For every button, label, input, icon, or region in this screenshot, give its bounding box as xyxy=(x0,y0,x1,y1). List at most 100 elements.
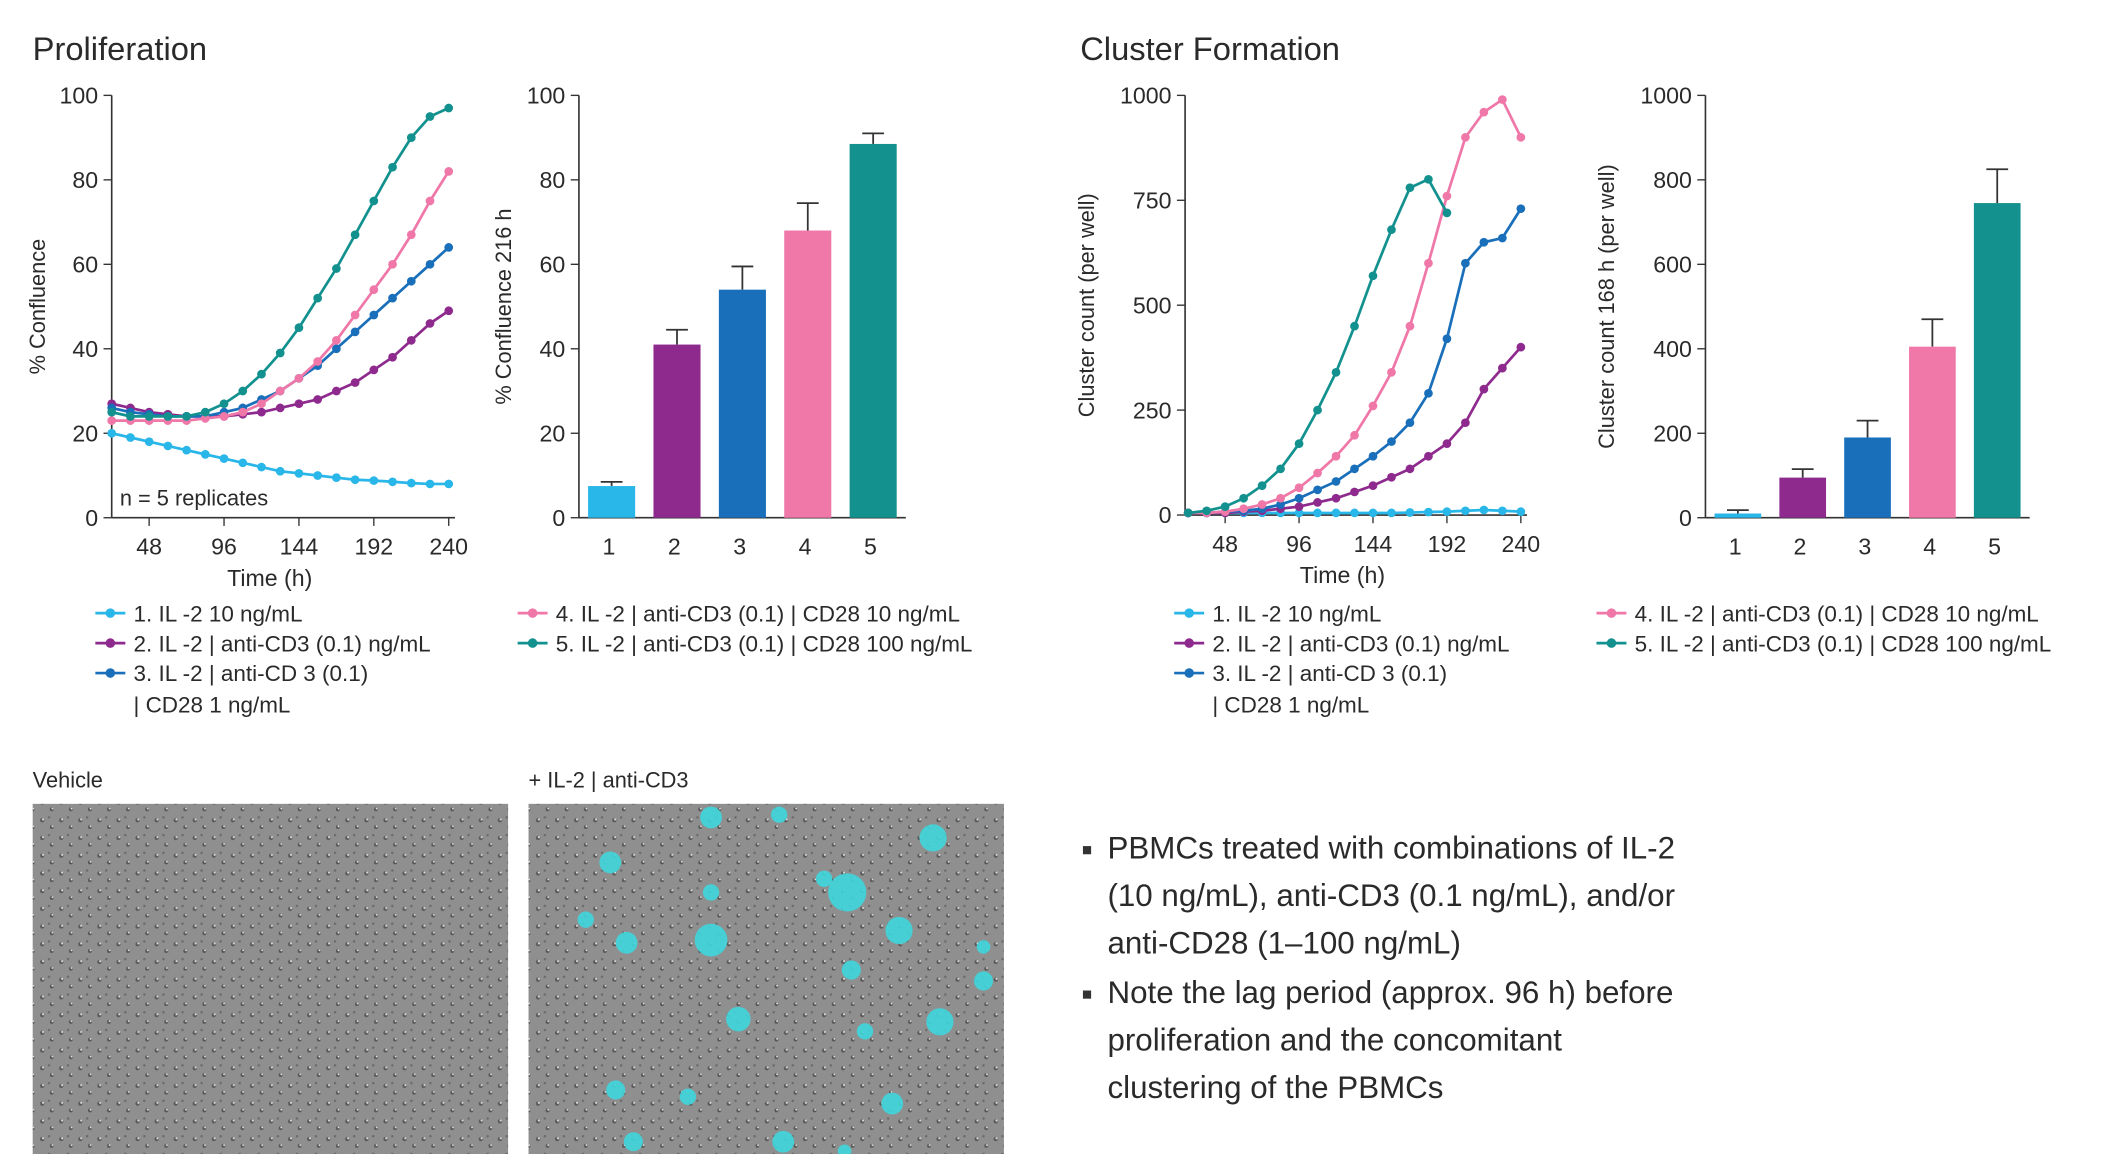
data-point xyxy=(444,480,453,489)
data-point xyxy=(1498,506,1507,515)
data-point xyxy=(351,230,360,239)
data-point xyxy=(407,277,416,286)
x-tick-label: 1 xyxy=(602,534,615,560)
data-point xyxy=(220,399,229,408)
y-axis-label: Cluster count 168 h (per well) xyxy=(1594,164,1619,449)
data-point xyxy=(182,412,191,421)
annotation: n = 5 replicates xyxy=(120,485,268,510)
data-point xyxy=(1332,368,1341,377)
data-point xyxy=(1480,108,1489,117)
data-point xyxy=(1406,464,1415,473)
y-axis-label: % Confluence xyxy=(25,239,50,375)
y-tick-label: 60 xyxy=(540,251,566,277)
data-point xyxy=(220,412,229,421)
x-axis-label: Time (h) xyxy=(1300,562,1385,588)
bar xyxy=(719,290,766,518)
x-axis-label: Time (h) xyxy=(227,565,312,591)
data-point xyxy=(426,319,435,328)
micrograph xyxy=(33,804,508,1154)
x-tick-label: 5 xyxy=(1988,534,2001,560)
data-point xyxy=(1443,439,1452,448)
y-tick-label: 20 xyxy=(540,420,566,446)
data-point xyxy=(1332,477,1341,486)
data-point xyxy=(145,412,154,421)
data-point xyxy=(201,450,210,459)
bar xyxy=(850,144,897,518)
data-point xyxy=(444,306,453,315)
data-point xyxy=(1332,509,1341,518)
y-tick-label: 60 xyxy=(72,251,98,277)
data-point xyxy=(332,473,341,482)
legend-label: 4. IL -2 | anti-CD3 (0.1) | CD28 10 ng/m… xyxy=(1635,601,2039,626)
data-point xyxy=(1313,406,1322,415)
data-point xyxy=(388,477,397,486)
data-point xyxy=(201,408,210,417)
legend-swatch xyxy=(1607,608,1617,618)
data-point xyxy=(1424,175,1433,184)
data-point xyxy=(1295,494,1304,503)
data-point xyxy=(1350,464,1359,473)
data-point xyxy=(1516,133,1525,142)
x-tick-label: 192 xyxy=(355,534,394,560)
data-point xyxy=(145,437,154,446)
y-tick-label: 1000 xyxy=(1120,83,1171,109)
legend-label: 4. IL -2 | anti-CD3 (0.1) | CD28 10 ng/m… xyxy=(556,601,960,626)
x-tick-label: 1 xyxy=(1729,534,1742,560)
data-point xyxy=(444,167,453,176)
data-point xyxy=(295,323,304,332)
data-point xyxy=(332,387,341,396)
data-point xyxy=(1480,506,1489,515)
legend-label: 3. IL -2 | anti-CD 3 (0.1)| CD28 1 ng/mL xyxy=(133,661,368,717)
data-point xyxy=(369,366,378,375)
data-point xyxy=(1516,343,1525,352)
y-tick-label: 0 xyxy=(1679,505,1692,531)
data-point xyxy=(295,399,304,408)
data-point xyxy=(107,416,116,425)
page: {"sections": ["Proliferation", "Cluster … xyxy=(0,0,2125,1154)
y-tick-label: 600 xyxy=(1653,251,1692,277)
legend-swatch xyxy=(1607,638,1617,648)
bullet-text: PBMCs treated with combinations of IL-2(… xyxy=(1107,830,1675,960)
x-tick-label: 4 xyxy=(1923,534,1936,560)
legend-label: 1. IL -2 10 ng/mL xyxy=(1212,601,1381,626)
data-point xyxy=(1350,322,1359,331)
x-tick-label: 240 xyxy=(1502,531,1541,557)
data-point xyxy=(369,476,378,485)
data-point xyxy=(426,197,435,206)
y-tick-label: 40 xyxy=(540,336,566,362)
x-tick-label: 2 xyxy=(668,534,681,560)
bullet-marker xyxy=(1083,846,1091,854)
y-tick-label: 1000 xyxy=(1640,83,1691,109)
data-point xyxy=(238,458,247,467)
data-point xyxy=(238,408,247,417)
x-tick-label: 96 xyxy=(211,534,237,560)
data-point xyxy=(1443,209,1452,218)
legend-swatch xyxy=(528,638,538,648)
data-point xyxy=(1480,238,1489,247)
y-axis-label: % Confluence 216 h xyxy=(491,208,516,404)
data-point xyxy=(426,112,435,121)
y-tick-label: 500 xyxy=(1133,292,1172,318)
series-line xyxy=(1188,179,1447,513)
y-tick-label: 800 xyxy=(1653,167,1692,193)
data-point xyxy=(426,480,435,489)
x-tick-label: 3 xyxy=(733,534,746,560)
series-line xyxy=(1188,100,1521,513)
legend-swatch xyxy=(1184,638,1194,648)
data-point xyxy=(351,328,360,337)
legend-label: 5. IL -2 | anti-CD3 (0.1) | CD28 100 ng/… xyxy=(556,631,973,656)
data-point xyxy=(182,446,191,455)
data-point xyxy=(1313,498,1322,507)
data-point xyxy=(332,264,341,273)
data-point xyxy=(407,336,416,345)
legend-label: 1. IL -2 10 ng/mL xyxy=(133,601,302,626)
data-point xyxy=(1295,502,1304,511)
series-line xyxy=(112,433,449,484)
data-point xyxy=(276,387,285,396)
x-tick-label: 192 xyxy=(1428,531,1467,557)
data-point xyxy=(388,353,397,362)
x-tick-label: 5 xyxy=(864,534,877,560)
data-point xyxy=(1480,385,1489,394)
micrograph xyxy=(529,804,1004,1154)
data-point xyxy=(1443,507,1452,516)
